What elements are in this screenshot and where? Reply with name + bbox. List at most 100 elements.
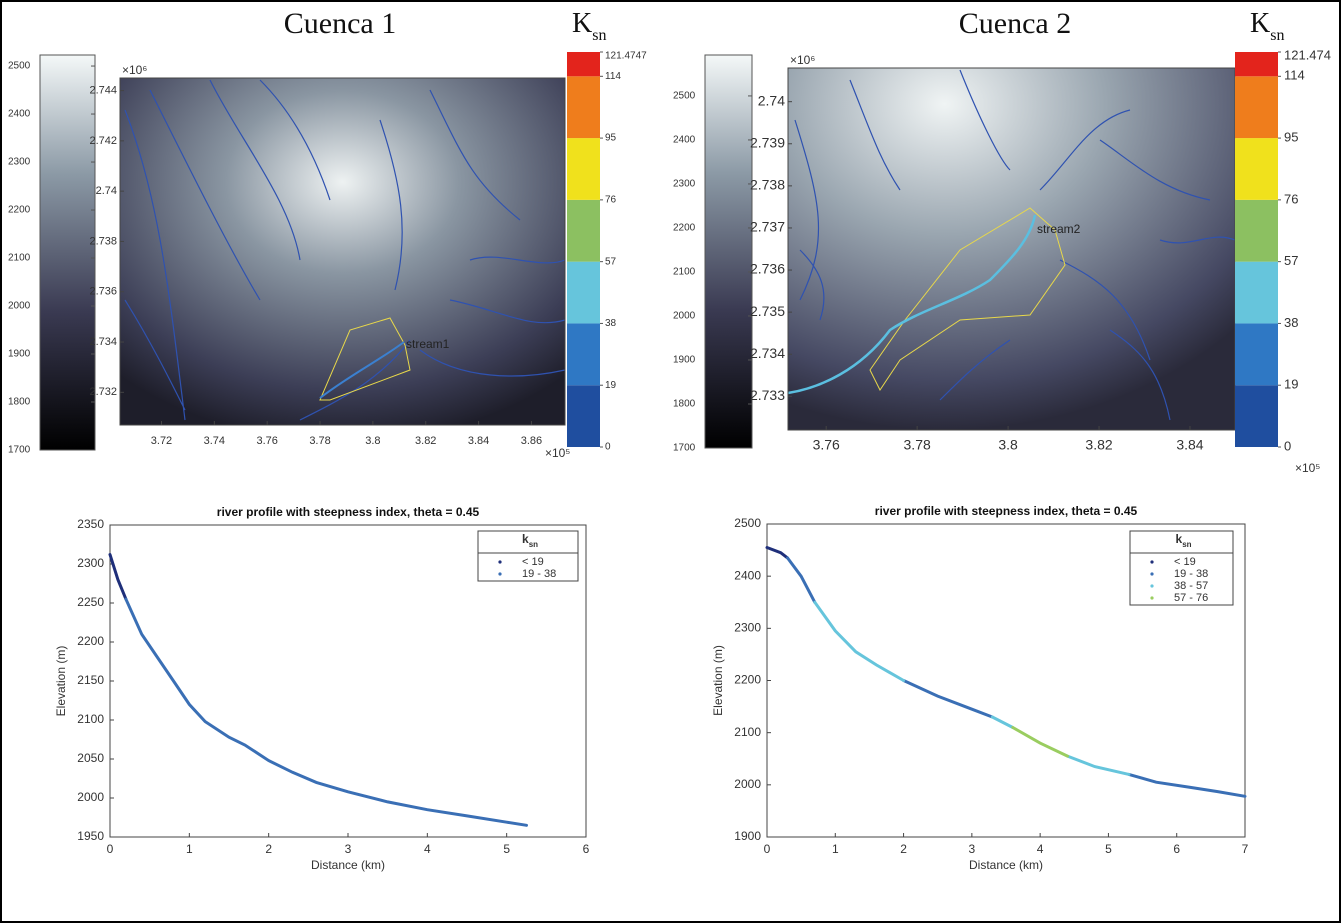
x-tick-label: 6 xyxy=(583,842,590,856)
y-tick-label: 2.736 xyxy=(750,261,785,277)
y-tick-label: 2.739 xyxy=(750,134,785,150)
elevation-tick-label: 1900 xyxy=(8,349,31,360)
x-tick-label: 7 xyxy=(1242,842,1249,856)
ksn-bin xyxy=(1235,323,1278,386)
y-tick-label: 2.736 xyxy=(89,286,117,298)
elevation-tick-label: 1800 xyxy=(673,399,696,410)
y-tick-label: 2.732 xyxy=(89,386,117,398)
x-tick-label: 3.82 xyxy=(415,435,436,447)
x-tick-label: 3.84 xyxy=(1176,437,1203,453)
elevation-tick-label: 2400 xyxy=(8,109,31,120)
y-tick-label: 2.734 xyxy=(750,345,785,361)
y-tick-label: 2150 xyxy=(77,673,104,687)
elevation-tick-label: 2100 xyxy=(673,267,696,278)
ksn-tick-label: 95 xyxy=(1284,130,1298,145)
y-tick-label: 2.74 xyxy=(96,185,117,197)
legend-marker xyxy=(498,560,502,564)
x-tick-label: 4 xyxy=(424,842,431,856)
ksn-tick-label: 38 xyxy=(605,318,617,329)
legend-box xyxy=(1129,530,1234,606)
elevation-tick-label: 2000 xyxy=(673,311,696,322)
legend-label: 57 - 76 xyxy=(1174,592,1208,604)
elevation-tick-label: 1900 xyxy=(673,355,696,366)
ksn-tick-label: 38 xyxy=(1284,315,1298,330)
elevation-tick-label: 2500 xyxy=(673,91,696,102)
y-tick-label: 2300 xyxy=(734,621,761,635)
y-tick-label: 2350 xyxy=(77,517,104,531)
chart-title: river profile with steepness index, thet… xyxy=(875,504,1138,518)
legend-title-main: k xyxy=(522,532,529,546)
ksn-label: K xyxy=(572,8,592,39)
stream-network xyxy=(120,78,566,425)
y-tick-label: 2050 xyxy=(77,751,104,765)
profile-line xyxy=(786,556,1247,798)
elevation-tick-label: 2400 xyxy=(673,135,696,146)
x-tick-label: 6 xyxy=(1173,842,1180,856)
x-tick-label: 2 xyxy=(900,842,907,856)
ksn-bin xyxy=(567,261,600,324)
elevation-colorbar xyxy=(39,54,96,451)
profile-line xyxy=(124,597,528,827)
map-frame xyxy=(119,77,566,426)
y-axis-label: Elevation (m) xyxy=(54,646,68,717)
y-tick-label: 2100 xyxy=(734,725,761,739)
profile-line xyxy=(765,546,789,560)
ksn-tick-label: 57 xyxy=(1284,253,1298,268)
x-tick-label: 5 xyxy=(503,842,510,856)
ksn-tick-label: 95 xyxy=(605,133,617,144)
ksn-tick-label: 57 xyxy=(605,256,617,267)
ksn-title: Ksn xyxy=(572,8,606,43)
y-tick-label: 2500 xyxy=(734,516,761,530)
ksn-bin xyxy=(1235,199,1278,262)
x-tick-label: 4 xyxy=(1037,842,1044,856)
legend-marker xyxy=(1150,584,1154,588)
ksn-label: K xyxy=(1250,8,1270,39)
ksn-tick-label: 114 xyxy=(605,71,621,82)
y-tick-label: 2.737 xyxy=(750,219,785,235)
x-tick-label: 3.74 xyxy=(204,435,225,447)
ksn-bin xyxy=(1235,76,1278,139)
x-tick-label: 3.8 xyxy=(998,437,1018,453)
y-tick-label: 2000 xyxy=(77,790,104,804)
ksn-tick-label: 0 xyxy=(605,442,611,453)
elevation-tick-label: 2300 xyxy=(673,179,696,190)
x-tick-label: 3.78 xyxy=(309,435,330,447)
x-tick-label: 3.82 xyxy=(1085,437,1112,453)
profile-line xyxy=(108,553,128,601)
legend-title: ksn xyxy=(522,532,538,549)
y-tick-label: 2.738 xyxy=(750,177,785,193)
stream-network xyxy=(787,68,1236,430)
ksn-bin xyxy=(567,385,600,447)
x-tick-label: 3 xyxy=(969,842,976,856)
y-tick-label: 1950 xyxy=(77,829,104,843)
elevation-tick-label: 1800 xyxy=(8,397,31,408)
y-tick-label: 2.74 xyxy=(758,92,785,108)
y-tick-label: 2.734 xyxy=(89,336,117,348)
y-tick-label: 2400 xyxy=(734,568,761,582)
ksn-bin xyxy=(567,52,600,77)
stream-label: stream2 xyxy=(1037,222,1081,236)
x-tick-label: 3.86 xyxy=(521,435,542,447)
ksn-bin xyxy=(567,323,600,386)
x-tick-label: 3 xyxy=(345,842,352,856)
stream-label: stream1 xyxy=(406,337,450,351)
legend-label: 38 - 57 xyxy=(1174,580,1208,592)
x-tick-label: 0 xyxy=(107,842,114,856)
y-tick-label: 2.742 xyxy=(89,135,117,147)
ksn-bin xyxy=(567,138,600,200)
legend-title-sub: sn xyxy=(529,540,538,549)
profile-line xyxy=(1011,726,1069,758)
y-tick-label: 2300 xyxy=(77,556,104,570)
legend-label: < 19 xyxy=(522,556,544,568)
y-tick-label: 2.735 xyxy=(750,303,785,319)
map-title: Cuenca 1 xyxy=(284,7,396,40)
y-tick-label: 2.733 xyxy=(750,387,785,403)
elevation-tick-label: 2500 xyxy=(8,61,31,72)
y-tick-label: 2200 xyxy=(77,634,104,648)
x-tick-label: 3.84 xyxy=(468,435,489,447)
x-tick-label: 3.8 xyxy=(365,435,380,447)
ksn-bin xyxy=(567,76,600,139)
ksn-label-sub: sn xyxy=(592,27,606,44)
map-title: Cuenca 2 xyxy=(959,7,1071,40)
